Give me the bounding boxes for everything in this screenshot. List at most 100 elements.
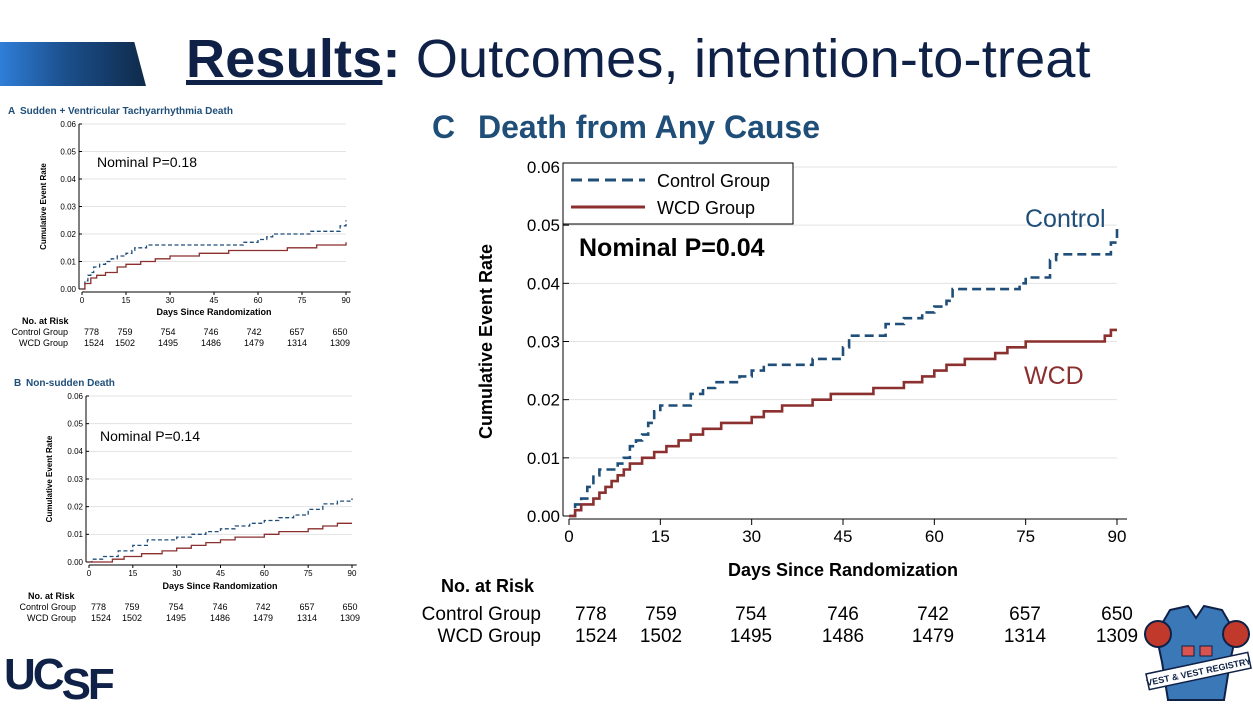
risk-cell: 754 xyxy=(160,327,175,337)
y-tick-label: 0.03 xyxy=(527,332,560,351)
risk-row-label: Control Group xyxy=(422,604,541,625)
risk-cell: 650 xyxy=(332,327,347,337)
y-tick-label: 0.05 xyxy=(60,147,76,156)
legend-control-label: Control Group xyxy=(657,171,770,191)
risk-cell: 754 xyxy=(168,602,183,612)
x-tick-label: 0 xyxy=(87,569,92,578)
logo-sf: SF xyxy=(61,660,115,709)
risk-cell: 759 xyxy=(645,604,677,625)
wcd-end-label: WCD xyxy=(1024,362,1084,390)
risk-cell: 759 xyxy=(124,602,139,612)
vest-left-pad-icon xyxy=(1144,620,1172,648)
y-tick-label: 0.01 xyxy=(60,257,76,266)
risk-row-label: WCD Group xyxy=(438,626,541,647)
x-tick-label: 60 xyxy=(260,569,269,578)
y-tick-label: 0.02 xyxy=(527,391,560,410)
x-tick-label: 90 xyxy=(348,569,357,578)
risk-cell: 1314 xyxy=(1004,626,1047,647)
x-tick-label: 90 xyxy=(342,296,351,305)
legend-wcd-label: WCD Group xyxy=(657,198,755,218)
risk-cell: 1502 xyxy=(122,613,142,623)
risk-cell: 650 xyxy=(342,602,357,612)
wcd-group-line xyxy=(569,328,1117,518)
risk-cell: 1495 xyxy=(730,626,772,647)
panel-label: B xyxy=(14,378,21,389)
risk-cell: 650 xyxy=(1101,604,1133,625)
risk-cell: 1524 xyxy=(91,613,111,623)
vest-pocket-icon xyxy=(1199,645,1213,657)
x-tick-label: 60 xyxy=(254,296,263,305)
x-axis-label: Days Since Randomization xyxy=(156,307,271,317)
risk-row-label: Control Group xyxy=(11,327,68,337)
y-tick-label: 0.01 xyxy=(527,449,560,468)
risk-cell: 742 xyxy=(255,602,270,612)
risk-cell: 1495 xyxy=(158,338,178,348)
risk-cell: 657 xyxy=(289,327,304,337)
risk-cell: 1309 xyxy=(340,613,360,623)
wcd-group-line xyxy=(89,522,352,563)
risk-cell: 1524 xyxy=(575,626,618,647)
x-tick-label: 75 xyxy=(1016,527,1035,546)
y-tick-label: 0.06 xyxy=(527,158,560,177)
risk-row-label: WCD Group xyxy=(27,613,76,623)
x-tick-label: 15 xyxy=(122,296,131,305)
x-tick-label: 75 xyxy=(298,296,307,305)
chart-title: Death from Any Cause xyxy=(478,109,820,145)
title-colon: : xyxy=(382,29,401,89)
y-tick-label: 0.02 xyxy=(60,230,76,239)
chart-title: Sudden + Ventricular Tachyarrhythmia Dea… xyxy=(20,106,233,117)
vest-right-pad-icon xyxy=(1222,620,1250,648)
risk-cell: 1486 xyxy=(201,338,221,348)
risk-cell: 1479 xyxy=(912,626,954,647)
risk-cell: 746 xyxy=(203,327,218,337)
control-group-line xyxy=(82,220,347,290)
x-axis-label: Days Since Randomization xyxy=(728,560,958,580)
vest-registry-badge: VEST & VEST REGISTRY xyxy=(1144,604,1252,701)
risk-cell: 742 xyxy=(917,604,949,625)
y-tick-label: 0.00 xyxy=(67,558,83,567)
risk-table-header: No. at Risk xyxy=(28,591,76,601)
y-tick-label: 0.04 xyxy=(67,447,83,456)
risk-cell: 754 xyxy=(735,604,767,625)
y-tick-label: 0.03 xyxy=(67,475,83,484)
risk-cell: 1479 xyxy=(253,613,273,623)
x-tick-label: 75 xyxy=(304,569,313,578)
y-tick-label: 0.05 xyxy=(67,419,83,428)
risk-row-label: WCD Group xyxy=(19,338,68,348)
y-tick-label: 0.06 xyxy=(60,120,76,129)
x-tick-label: 15 xyxy=(128,569,137,578)
risk-cell: 759 xyxy=(117,327,132,337)
risk-cell: 657 xyxy=(299,602,314,612)
risk-table-header: No. at Risk xyxy=(441,576,535,596)
control-group-line xyxy=(89,498,353,563)
risk-cell: 1486 xyxy=(210,613,230,623)
y-tick-label: 0.00 xyxy=(60,285,76,294)
wcd-group-line xyxy=(82,242,347,290)
chart-title: Non-sudden Death xyxy=(26,378,115,389)
x-tick-label: 60 xyxy=(925,527,944,546)
x-tick-label: 45 xyxy=(216,569,225,578)
risk-table-header: No. at Risk xyxy=(22,316,70,326)
control-group-line xyxy=(569,225,1119,518)
y-tick-label: 0.02 xyxy=(67,502,83,511)
ucsf-logo: UCSF xyxy=(4,650,115,709)
risk-cell: 1309 xyxy=(330,338,350,348)
y-axis-label: Cumulative Event Rate xyxy=(476,244,496,439)
risk-cell: 742 xyxy=(246,327,261,337)
x-tick-label: 30 xyxy=(742,527,761,546)
slide-title: Results: Outcomes, intention-to-treat xyxy=(186,28,1091,90)
x-tick-label: 45 xyxy=(210,296,219,305)
vest-pocket-icon xyxy=(1181,645,1195,657)
y-axis-label: Cumulative Event Rate xyxy=(39,163,48,250)
risk-cell: 1314 xyxy=(297,613,317,623)
p-value-annotation: Nominal P=0.18 xyxy=(97,154,197,170)
risk-cell: 1486 xyxy=(822,626,864,647)
badge-banner xyxy=(1145,651,1252,691)
y-tick-label: 0.04 xyxy=(60,175,76,184)
title-rest: Outcomes, intention-to-treat xyxy=(400,29,1091,89)
x-tick-label: 45 xyxy=(834,527,853,546)
risk-cell: 1479 xyxy=(244,338,264,348)
risk-cell: 746 xyxy=(212,602,227,612)
risk-cell: 1495 xyxy=(166,613,186,623)
